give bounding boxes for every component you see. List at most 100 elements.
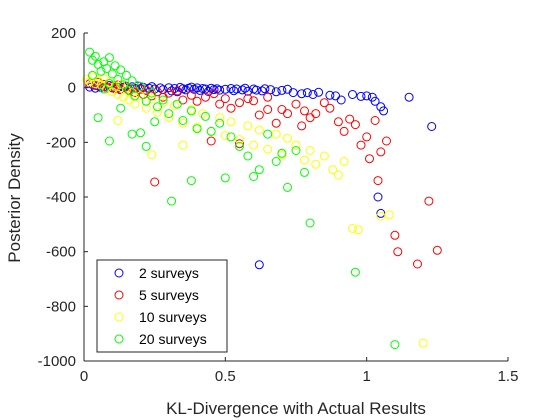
legend-label: 2 surveys: [139, 265, 199, 281]
data-point: [172, 99, 182, 109]
data-point: [96, 66, 106, 76]
data-point: [206, 136, 216, 146]
data-point: [93, 113, 103, 123]
data-point: [124, 85, 134, 95]
data-point: [147, 88, 157, 98]
data-point: [153, 102, 162, 112]
data-point: [178, 140, 188, 150]
data-point: [116, 79, 126, 89]
data-point: [356, 91, 366, 101]
data-point: [215, 118, 225, 128]
data-point: [127, 129, 137, 139]
data-point: [215, 113, 225, 123]
data-point: [130, 91, 140, 101]
data-point: [345, 114, 355, 124]
data-point: [305, 113, 315, 123]
data-point: [379, 106, 389, 116]
y-tick-label: -200: [46, 134, 76, 151]
data-point: [384, 210, 394, 220]
data-point: [308, 90, 318, 99]
legend: 2 surveys 5 surveys 10 surveys 20 surveys: [96, 259, 228, 353]
data-point: [350, 267, 360, 277]
data-point: [291, 146, 301, 155]
data-point: [164, 83, 174, 93]
legend-box: [96, 259, 228, 353]
data-point: [254, 260, 264, 270]
data-point: [226, 117, 236, 127]
data-point: [257, 86, 267, 96]
data-point: [90, 79, 100, 89]
data-point: [186, 90, 196, 100]
y-axis-title: Posterior Density: [5, 133, 24, 263]
data-point: [390, 340, 400, 350]
data-point: [297, 121, 307, 131]
data-point: [99, 84, 109, 94]
data-point: [277, 105, 287, 114]
data-point: [319, 151, 329, 161]
data-point: [235, 98, 244, 108]
data-point: [235, 139, 244, 149]
data-point: [373, 192, 383, 202]
data-point: [311, 159, 321, 169]
data-point: [119, 80, 129, 90]
data-point: [393, 247, 403, 257]
data-point: [113, 75, 123, 84]
data-point: [271, 129, 281, 139]
data-point: [186, 106, 196, 116]
data-point: [271, 87, 281, 97]
data-point: [237, 85, 247, 95]
data-point: [104, 53, 114, 63]
series-2: [85, 77, 442, 269]
data-point: [432, 245, 442, 255]
data-point: [348, 223, 357, 233]
data-point: [167, 196, 177, 206]
data-point: [260, 84, 270, 94]
data-point: [325, 103, 335, 113]
data-point: [235, 141, 244, 151]
data-point: [150, 117, 160, 127]
data-point: [263, 92, 273, 102]
data-point: [271, 157, 281, 166]
data-point: [203, 87, 213, 96]
data-point: [215, 99, 225, 109]
data-point: [127, 76, 137, 86]
data-point: [141, 96, 151, 106]
data-point: [158, 95, 168, 105]
data-point: [319, 98, 329, 108]
data-point: [88, 70, 97, 80]
data-point: [331, 91, 341, 101]
data-point: [300, 155, 309, 165]
data-point: [302, 88, 312, 98]
series-1: [85, 79, 437, 270]
data-point: [305, 146, 315, 155]
data-point: [90, 51, 100, 61]
data-point: [186, 176, 196, 186]
data-point: [172, 86, 182, 96]
data-point: [127, 83, 137, 93]
axes: 0 0.5 1 1.5 200 0 -200 -400 -600 -800 -1000: [38, 25, 519, 385]
data-point: [192, 96, 202, 106]
y-tick-label: -400: [46, 189, 76, 206]
data-point: [150, 177, 160, 187]
data-point: [192, 83, 202, 93]
data-point: [263, 105, 273, 114]
legend-marker: [114, 312, 124, 322]
data-point: [418, 338, 428, 348]
data-point: [206, 126, 216, 136]
data-point: [336, 95, 346, 105]
data-point: [339, 126, 349, 136]
data-point: [254, 110, 264, 120]
data-point: [263, 144, 273, 154]
data-point: [147, 150, 157, 160]
data-point: [153, 107, 162, 117]
data-point: [178, 118, 188, 128]
data-point: [226, 132, 236, 142]
data-point: [353, 225, 363, 235]
data-point: [141, 103, 151, 113]
y-tick-label: -1000: [38, 353, 76, 370]
data-point: [220, 173, 230, 183]
data-point: [209, 89, 219, 99]
data-point: [311, 109, 321, 119]
data-point: [102, 64, 112, 73]
data-point: [254, 165, 264, 175]
